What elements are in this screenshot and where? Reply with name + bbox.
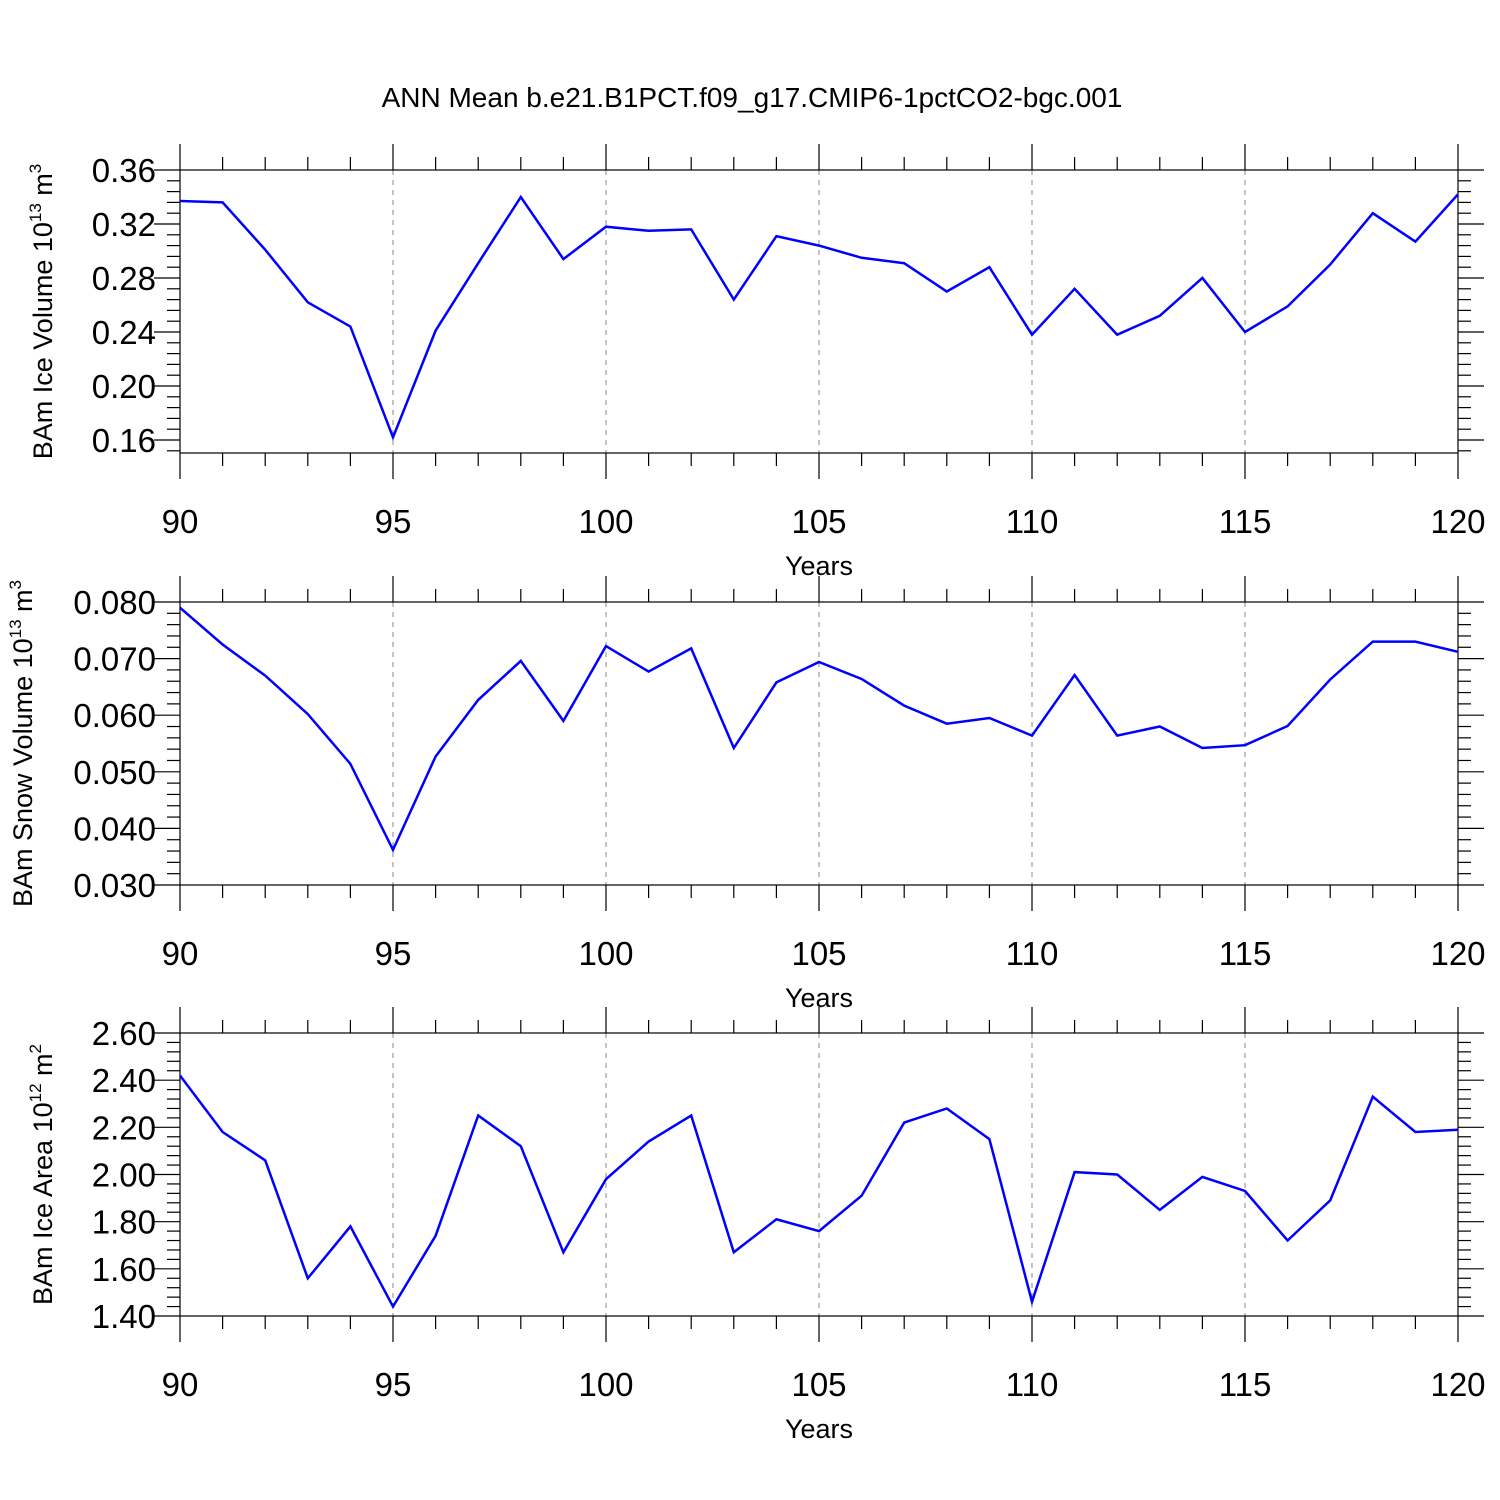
y-tick-label: 0.20 <box>92 368 156 405</box>
x-tick-label: 120 <box>1430 1366 1485 1403</box>
x-tick-label: 105 <box>791 935 846 972</box>
panel-3: 90 95 100 105 110 115 120 Years 1.40 1.60 1.80 2.00… <box>26 1007 1486 1444</box>
y-tick-label: 1.40 <box>92 1298 156 1335</box>
y-tick-label: 2.40 <box>92 1062 156 1099</box>
y-tick-label: 0.040 <box>73 810 156 847</box>
x-tick-label: 95 <box>375 1366 412 1403</box>
panel-1: 90 95 100 105 110 115 120Years0.160.200.240.28… <box>26 144 1486 581</box>
y-tick-label: 2.00 <box>92 1157 156 1194</box>
x-tick-label: 105 <box>791 503 846 540</box>
y-tick-label: 1.60 <box>92 1251 156 1288</box>
x-tick-label: 110 <box>1006 1366 1059 1403</box>
y-axis-label: BAm Snow Volume 1013 m3 <box>6 580 38 907</box>
x-tick-label: 100 <box>578 935 633 972</box>
x-tick-label: 120 <box>1430 503 1485 540</box>
x-tick-label: 115 <box>1219 935 1272 972</box>
series-line <box>179 1074 1459 1310</box>
figure-title: ANN Mean b.e21.B1PCT.f09_g17.CMIP6-1pctC… <box>382 82 1123 113</box>
x-tick-label: 110 <box>1006 503 1059 540</box>
x-axis-label: Years <box>785 1414 853 1444</box>
x-tick-label: 100 <box>578 503 633 540</box>
y-tick-label: 2.20 <box>92 1109 156 1146</box>
y-tick-label: 0.080 <box>73 584 156 621</box>
series-line <box>179 606 1459 853</box>
x-tick-label: 100 <box>578 1366 633 1403</box>
x-tick-label: 90 <box>162 1366 199 1403</box>
y-tick-label: 0.050 <box>73 754 156 791</box>
x-tick-label: 95 <box>375 935 412 972</box>
series-line <box>179 193 1459 441</box>
x-tick-label: 90 <box>162 503 199 540</box>
y-tick-label: 0.36 <box>92 152 156 189</box>
y-tick-label: 0.070 <box>73 641 156 678</box>
panel-2: 90 95 100 105 110 115 120Years0.0300.0400.0500… <box>6 576 1486 1013</box>
y-axis-label: BAm Ice Volume 1013 m3 <box>26 164 58 460</box>
x-tick-label: 90 <box>162 935 199 972</box>
y-axis-label: BAm Ice Area 1012 m2 <box>26 1044 58 1305</box>
x-tick-label: 110 <box>1006 935 1059 972</box>
x-tick-label: 105 <box>791 1366 846 1403</box>
x-tick-label: 115 <box>1219 1366 1272 1403</box>
y-tick-label: 0.28 <box>92 260 156 297</box>
y-tick-label: 0.030 <box>73 867 156 904</box>
y-tick-label: 1.80 <box>92 1204 156 1241</box>
y-tick-label: 0.24 <box>92 314 156 351</box>
x-tick-label: 95 <box>375 503 412 540</box>
y-tick-label: 0.060 <box>73 697 156 734</box>
y-tick-label: 0.16 <box>92 422 156 459</box>
y-tick-label: 0.32 <box>92 206 156 243</box>
y-tick-label: 2.60 <box>92 1015 156 1052</box>
panels: 90 95 100 105 110 115 120 Years 0.16 0.20 0.24 0.28… <box>6 144 1486 1444</box>
x-tick-label: 120 <box>1430 935 1485 972</box>
x-tick-label: 115 <box>1219 503 1272 540</box>
